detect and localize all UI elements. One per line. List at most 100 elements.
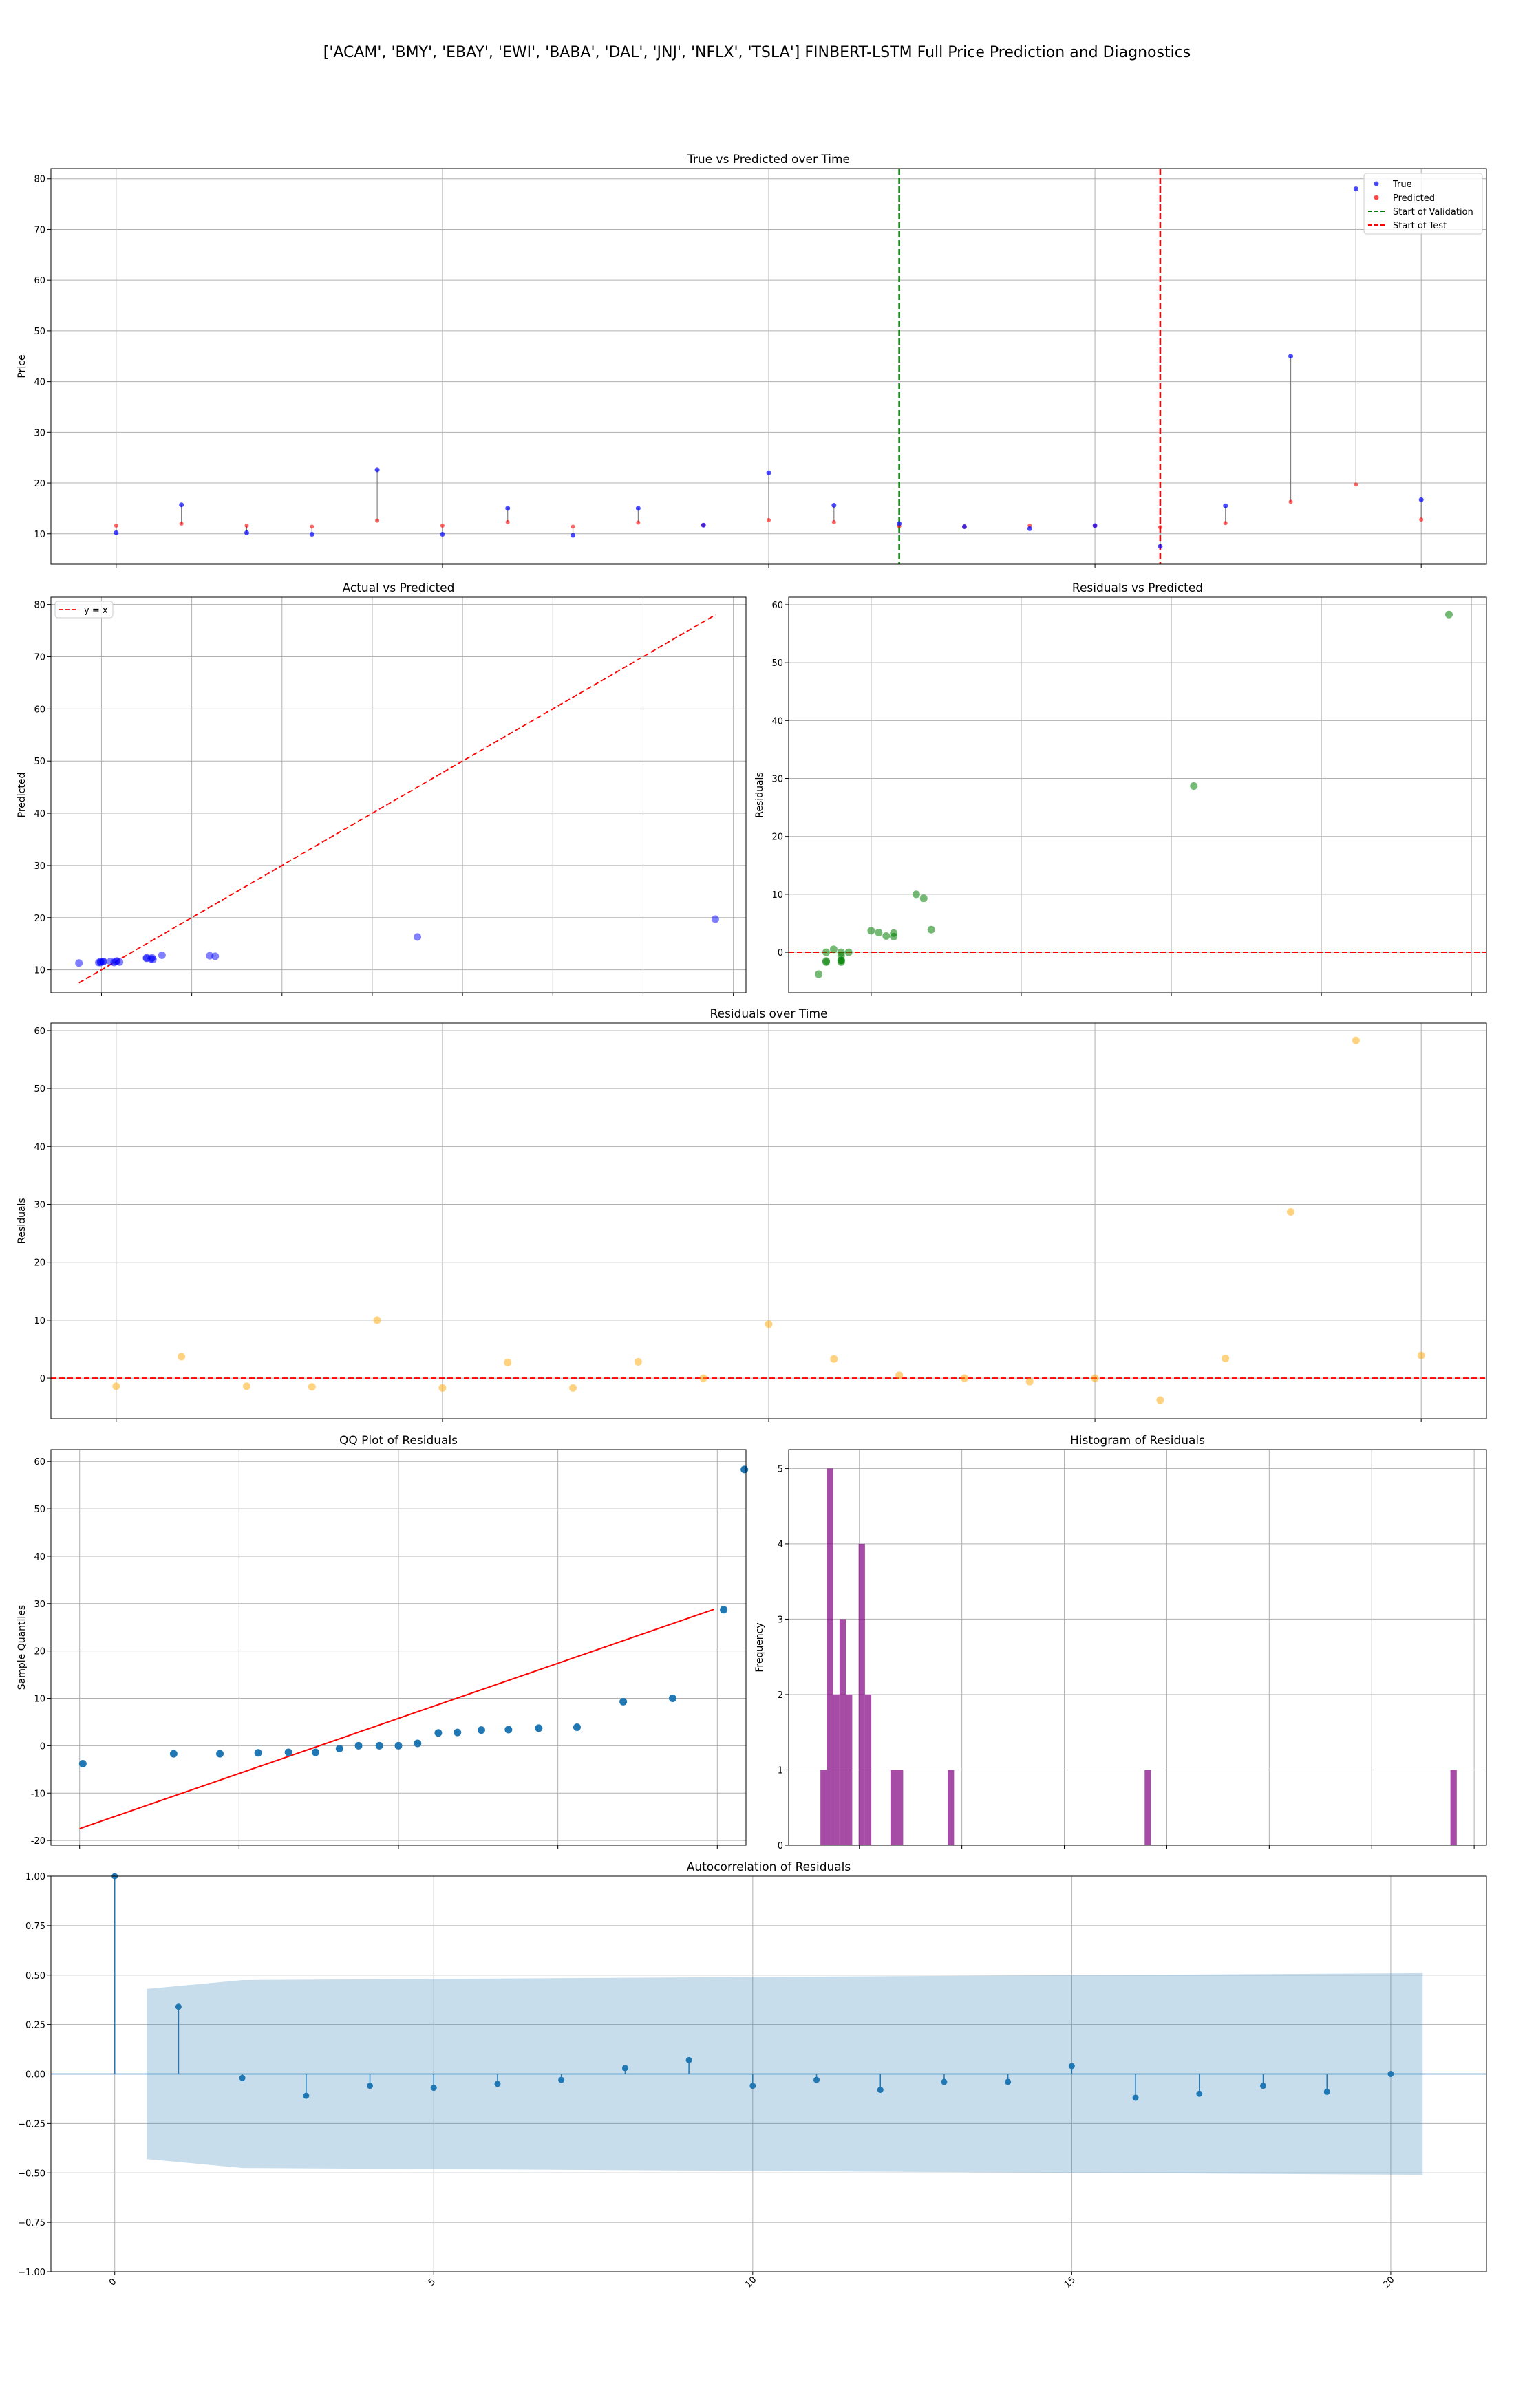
acf-marker (621, 2065, 628, 2072)
resid_over_time-title: Residuals over Time (710, 1007, 828, 1021)
histogram-ytick-label: 1 (778, 1765, 783, 1776)
acf-marker (239, 2074, 246, 2081)
acf-marker (1387, 2071, 1394, 2077)
actual_vs_pred-ylabel: Predicted (17, 773, 28, 818)
identity-line (78, 614, 716, 984)
histogram-background (789, 1450, 1486, 1845)
quantile-point (740, 1465, 749, 1474)
quantile-point (573, 1723, 581, 1732)
data-point (711, 915, 719, 923)
axes-frame (50, 1449, 747, 1846)
true-point (635, 506, 641, 511)
actual_vs_pred-title: Actual vs Predicted (343, 581, 455, 595)
resid_over_time-ytick-label: 50 (34, 1084, 45, 1095)
quantile-point (668, 1695, 676, 1703)
histogram-bar (839, 1619, 846, 1845)
acf-ytick-label: 0.75 (25, 1922, 45, 1932)
resid_over_time-ytick-label: 60 (34, 1026, 45, 1037)
reference-line (79, 1609, 714, 1829)
data-point (837, 958, 845, 966)
true-point (766, 470, 771, 475)
resid_vs_pred-ytick-label: 60 (771, 601, 783, 611)
acf-xtick-label: 20 (1381, 2275, 1396, 2290)
actual_vs_pred-ytick-label: 10 (34, 966, 45, 976)
acf-ytick-label: 1.00 (25, 1872, 45, 1882)
data-point (890, 929, 898, 937)
data-point (844, 948, 853, 956)
true_vs_pred-ytick-label: 20 (34, 479, 45, 489)
predicted-point (310, 524, 314, 529)
data-point (1287, 1207, 1295, 1216)
true_vs_pred-panel: 10 20 30 40 50 60 70 80 True vs Predicted over T… (17, 153, 1487, 568)
acf-xtick-label: 0 (107, 2277, 118, 2288)
true_vs_pred-ytick-label: 60 (34, 276, 45, 286)
true-point (244, 530, 249, 535)
true-point (1353, 186, 1358, 191)
histogram-bar (1450, 1770, 1457, 1845)
quantile-point (254, 1749, 262, 1757)
histogram-ytick-label: 5 (778, 1464, 783, 1474)
acf-marker (1068, 2063, 1075, 2070)
qq_plot-ytick-label: 30 (34, 1600, 45, 1610)
qq_plot-ytick-label: 10 (34, 1695, 45, 1705)
acf-ytick-label: 0.25 (25, 2021, 45, 2031)
quantile-point (375, 1741, 383, 1750)
predicted-point (1419, 517, 1424, 522)
acf-marker (1323, 2088, 1330, 2095)
acf-xtick-label: 5 (427, 2277, 438, 2288)
data-point (829, 945, 838, 954)
histogram-title: Histogram of Residuals (1070, 1434, 1205, 1448)
data-point (1091, 1374, 1099, 1382)
histogram-ytick-label: 2 (778, 1690, 783, 1701)
acf-marker (494, 2081, 501, 2087)
resid_over_time-ytick-label: 20 (34, 1258, 45, 1269)
resid_over_time-panel: 0 10 20 30 40 50 60 Residuals over Time Residual… (17, 1007, 1487, 1422)
qq_plot-ylabel: Sample Quantiles (17, 1605, 28, 1690)
data-point (112, 1382, 120, 1390)
data-point (912, 890, 920, 899)
axes-frame (50, 1022, 1487, 1419)
actual_vs_pred-ytick-label: 20 (34, 914, 45, 924)
predicted-point (375, 518, 380, 523)
predicted-point (1288, 499, 1293, 504)
data-point (822, 948, 831, 956)
quantile-point (454, 1728, 462, 1737)
data-point (765, 1320, 773, 1329)
acf-ytick-label: −0.50 (18, 2169, 45, 2179)
legend-label: True (1392, 180, 1412, 190)
quantile-point (284, 1748, 292, 1756)
acf-marker (877, 2087, 884, 2093)
predicted-point (440, 523, 445, 528)
resid_vs_pred-ytick-label: 50 (771, 658, 783, 669)
legend-box (54, 601, 114, 619)
actual_vs_pred-panel: 10 20 30 40 50 60 70 80 Actual vs Predicted Predi… (17, 581, 747, 996)
data-point (927, 925, 935, 934)
quantile-point (477, 1726, 485, 1734)
legend-marker (1374, 181, 1379, 186)
histogram-bar (858, 1543, 865, 1845)
predicted-point (505, 519, 510, 524)
true-point (571, 533, 576, 538)
true-point (831, 502, 837, 508)
qq_plot-panel: -20 -10 0 10 20 30 40 50 60 QQ Plot of Residuals S… (17, 1434, 749, 1849)
quantile-point (504, 1726, 513, 1734)
acf-xtick-label: 15 (1063, 2275, 1078, 2290)
true-point (179, 502, 184, 508)
histogram-panel: 0 1 2 3 4 5 Histogram of Residuals Frequency (754, 1434, 1487, 1851)
histogram-ytick-label: 3 (778, 1615, 783, 1625)
true-point (701, 522, 706, 528)
quantile-point (414, 1739, 422, 1748)
data-point (1444, 610, 1453, 619)
data-point (837, 948, 845, 956)
data-point (1222, 1354, 1230, 1362)
resid_vs_pred-ytick-label: 20 (771, 832, 783, 843)
data-point (895, 1371, 904, 1379)
data-point (111, 957, 120, 965)
actual_vs_pred-ytick-label: 70 (34, 652, 45, 663)
quantile-point (434, 1729, 443, 1737)
axes-frame (50, 1875, 1487, 2272)
data-point (960, 1374, 968, 1382)
acf-ytick-label: −0.75 (18, 2218, 45, 2228)
axes-frame (50, 168, 1487, 565)
